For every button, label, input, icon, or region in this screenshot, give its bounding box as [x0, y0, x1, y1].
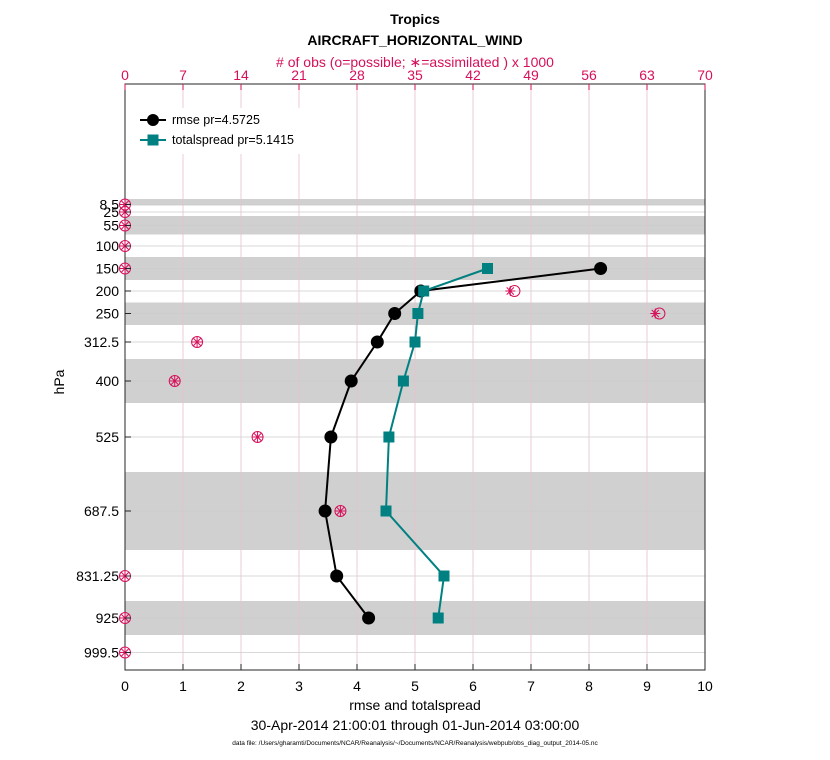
y-tick-label: 250 [96, 306, 120, 322]
point-rmse [344, 374, 358, 388]
chart-title: Tropics [390, 11, 440, 27]
bottom-tick-label: 6 [469, 678, 477, 694]
point-totalspread [397, 375, 409, 387]
top-tick-label: 42 [465, 67, 481, 83]
y-tick-label: 999.5 [84, 645, 119, 661]
bottom-tick-label: 8 [585, 678, 593, 694]
layer-series [318, 262, 608, 625]
footnote: data file: /Users/gharamti/Documents/NCA… [232, 740, 598, 747]
bottom-tick-label: 0 [121, 678, 129, 694]
legend-box [130, 108, 320, 154]
obs-assimilated-marker [650, 308, 661, 319]
legend-spread-marker [147, 134, 159, 146]
point-totalspread [412, 308, 424, 319]
top-tick-label: 28 [349, 67, 365, 83]
point-totalspread [409, 336, 421, 348]
chart-subtitle: AIRCRAFT_HORIZONTAL_WIND [307, 32, 522, 48]
top-tick-label: 70 [697, 67, 713, 83]
top-tick-label: 35 [407, 67, 423, 83]
point-rmse [388, 307, 402, 320]
obs-possible-marker [251, 431, 264, 443]
x-axis-label: rmse and totalspread [349, 697, 481, 713]
top-tick-label: 7 [179, 67, 187, 83]
y-tick-label: 831.25 [76, 568, 119, 584]
obs-possible-marker [191, 336, 204, 348]
y-tick-label: 100 [96, 238, 120, 254]
top-tick-label: 21 [291, 67, 307, 83]
y-axis-label: hPa [51, 369, 67, 394]
point-rmse [324, 430, 338, 444]
point-rmse [330, 569, 344, 583]
obs-assimilated-marker [252, 432, 263, 442]
bottom-tick-label: 9 [643, 678, 651, 694]
y-tick-label: 525 [96, 429, 120, 445]
legend-rmse-marker [147, 114, 159, 126]
point-totalspread [482, 263, 493, 274]
bottom-tick-label: 2 [237, 678, 245, 694]
legend-rmse-label: rmse pr=4.5725 [172, 113, 260, 127]
y-tick-label: 150 [96, 261, 120, 277]
y-tick-label: 687.5 [84, 503, 119, 519]
obs-assimilated-marker [335, 506, 346, 516]
obs-assimilated-stroke [170, 377, 179, 385]
top-axis-label: # of obs (o=possible; ∗=assimilated ) x … [276, 54, 554, 70]
point-totalspread [380, 505, 392, 517]
top-tick-label: 14 [233, 67, 249, 83]
bottom-tick-label: 1 [179, 678, 187, 694]
obs-assimilated-marker [169, 376, 180, 386]
date-range: 30-Apr-2014 21:00:01 through 01-Jun-2014… [251, 717, 580, 733]
obs-assimilated-marker [505, 286, 516, 296]
y-tick-label: 312.5 [84, 334, 119, 350]
obs-assimilated-stroke [506, 287, 515, 295]
top-tick-label: 49 [523, 67, 539, 83]
y-tick-label: 400 [96, 373, 120, 389]
point-rmse [594, 262, 608, 275]
point-rmse [370, 335, 384, 349]
top-tick-label: 56 [581, 67, 597, 83]
y-tick-label: 25 [103, 204, 119, 220]
point-totalspread [438, 570, 450, 582]
obs-possible-marker [168, 375, 181, 387]
bottom-tick-label: 3 [295, 678, 303, 694]
obs-assimilated-stroke [336, 507, 345, 515]
legend-spread-label: totalspread pr=5.1415 [172, 133, 294, 147]
legend: rmse pr=4.5725 totalspread pr=5.1415 [130, 108, 320, 154]
obs-assimilated-stroke [193, 338, 202, 346]
y-tick-label: 55 [103, 218, 119, 234]
obs-assimilated-marker [192, 337, 203, 347]
bottom-tick-label: 5 [411, 678, 419, 694]
y-tick-label: 925 [96, 610, 120, 626]
point-rmse [318, 504, 332, 518]
point-totalspread [418, 285, 430, 297]
obs-possible-marker [334, 505, 347, 517]
bottom-tick-label: 4 [353, 678, 361, 694]
bottom-tick-label: 10 [697, 678, 713, 694]
top-axis-ticks: 0 7 14 21 28 35 42 49 56 63 70 [121, 67, 713, 90]
point-totalspread [432, 612, 444, 624]
point-rmse [362, 611, 376, 625]
bottom-axis-ticks: 0 1 2 3 4 5 6 7 8 9 10 [121, 664, 713, 694]
point-totalspread [383, 431, 395, 443]
y-tick-label: 8.5 [100, 197, 120, 213]
y-tick-label: 200 [96, 283, 120, 299]
bottom-tick-label: 7 [527, 678, 535, 694]
top-tick-label: 0 [121, 67, 129, 83]
obs-assimilated-stroke [651, 309, 660, 318]
top-tick-label: 63 [639, 67, 655, 83]
obs-assimilated-stroke [253, 433, 262, 441]
